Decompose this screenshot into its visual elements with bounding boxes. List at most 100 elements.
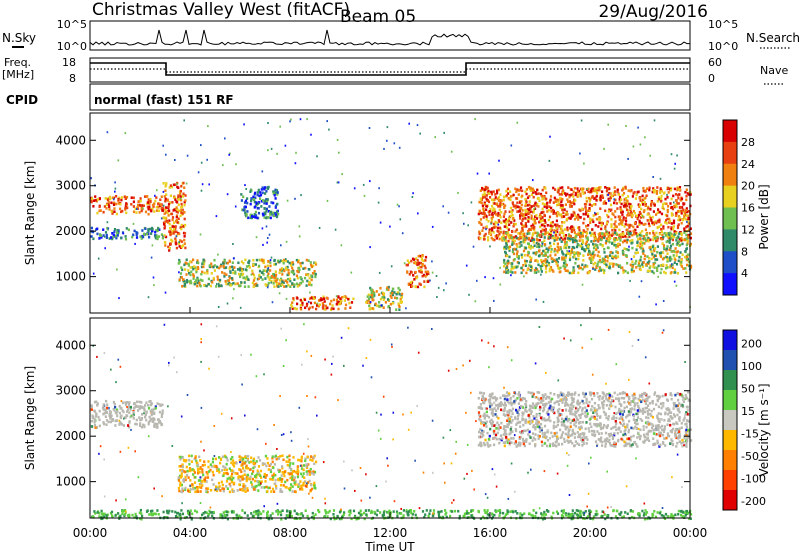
- heatmap-cell: [114, 187, 117, 190]
- heatmap-cell: [332, 515, 336, 519]
- heatmap-cell: [532, 189, 535, 193]
- heatmap-cell: [498, 237, 501, 241]
- heatmap-cell: [618, 198, 621, 201]
- heatmap-cell: [609, 192, 612, 195]
- heatmap-cell: [400, 294, 403, 298]
- heatmap-cell: [502, 234, 505, 237]
- heatmap-cell: [605, 237, 608, 240]
- heatmap-cell: [108, 208, 111, 211]
- heatmap-cell: [276, 191, 279, 194]
- heatmap-cell: [642, 235, 646, 238]
- heatmap-cell: [573, 246, 576, 250]
- heatmap-cell: [246, 210, 249, 213]
- heatmap-cell: [626, 195, 630, 198]
- heatmap-cell: [171, 201, 174, 204]
- heatmap-cell: [627, 212, 630, 215]
- heatmap-cell: [639, 196, 642, 200]
- heatmap-cell: [623, 225, 626, 228]
- heatmap-cell: [269, 213, 272, 216]
- heatmap-cell: [407, 513, 410, 517]
- heatmap-cell: [243, 511, 246, 515]
- heatmap-cell: [234, 282, 237, 286]
- heatmap-cell: [270, 477, 273, 481]
- heatmap-cell: [684, 255, 687, 259]
- heatmap-cell: [184, 261, 187, 265]
- heatmap-cell: [237, 477, 240, 481]
- heatmap-cell: [557, 266, 560, 270]
- heatmap-cell: [335, 302, 338, 306]
- heatmap-cell: [255, 460, 258, 463]
- heatmap-cell: [530, 205, 533, 208]
- heatmap-cell: [200, 144, 202, 147]
- heatmap-cell: [171, 229, 174, 233]
- heatmap-cell: [178, 512, 182, 516]
- heatmap-cell: [514, 187, 517, 191]
- heatmap-cell: [553, 231, 555, 234]
- heatmap-cell: [620, 211, 623, 214]
- heatmap-cell: [673, 268, 677, 271]
- heatmap-cell: [371, 296, 374, 300]
- heatmap-cell: [686, 238, 689, 242]
- heatmap-cell: [561, 221, 564, 224]
- heatmap-cell: [518, 245, 521, 249]
- heatmap-cell: [576, 233, 580, 236]
- heatmap-cell: [619, 215, 622, 219]
- heatmap-cell: [174, 159, 176, 161]
- heatmap-cell: [593, 197, 596, 200]
- heatmap-cell: [139, 405, 142, 408]
- heatmap-cell: [202, 265, 205, 269]
- heatmap-cell: [678, 232, 681, 235]
- heatmap-cell: [520, 200, 523, 203]
- heatmap-cell: [408, 122, 410, 125]
- heatmap-cell: [615, 246, 618, 249]
- heatmap-cell: [551, 260, 554, 263]
- heatmap-cell: [648, 188, 651, 192]
- heatmap-cell: [98, 409, 101, 413]
- heatmap-cell: [113, 210, 116, 213]
- heatmap-cell: [670, 250, 673, 253]
- heatmap-cell: [192, 487, 195, 491]
- heatmap-cell: [553, 239, 556, 242]
- heatmap-cell: [477, 510, 480, 514]
- heatmap-cell: [519, 240, 522, 244]
- heatmap-cell: [246, 489, 249, 492]
- heatmap-cell: [671, 263, 673, 266]
- heatmap-cell: [246, 197, 249, 200]
- heatmap-cell: [676, 241, 679, 245]
- heatmap-cell: [238, 483, 241, 486]
- heatmap-cell: [220, 469, 223, 472]
- heatmap-cell: [291, 475, 294, 478]
- heatmap-cell: [265, 225, 268, 228]
- heatmap-cell: [579, 152, 581, 155]
- heatmap-cell: [573, 255, 576, 258]
- heatmap-cell: [549, 198, 552, 202]
- heatmap-cell: [310, 471, 314, 475]
- heatmap-cell: [208, 264, 211, 267]
- heatmap-cell: [92, 415, 95, 419]
- heatmap-cell: [634, 197, 637, 200]
- heatmap-cell: [197, 469, 200, 472]
- heatmap-cell: [536, 235, 539, 238]
- heatmap-cell: [312, 473, 315, 476]
- heatmap-cell: [243, 477, 246, 481]
- heatmap-cell: [520, 244, 523, 247]
- heatmap-cell: [174, 227, 177, 230]
- heatmap-cell: [635, 232, 638, 235]
- heatmap-cell: [487, 220, 490, 223]
- heatmap-cell: [146, 195, 149, 198]
- heatmap-cell: [297, 259, 300, 262]
- heatmap-cell: [532, 232, 535, 235]
- heatmap-cell: [672, 221, 676, 225]
- heatmap-cell: [194, 490, 197, 494]
- heatmap-cell: [254, 485, 257, 489]
- heatmap-cell: [467, 512, 470, 515]
- heatmap-cell: [259, 469, 263, 473]
- heatmap-cell: [637, 237, 640, 241]
- heatmap-cell: [594, 212, 597, 216]
- power-heatmap-cells: [90, 118, 693, 311]
- heatmap-cell: [98, 424, 101, 428]
- heatmap-cell: [166, 511, 169, 514]
- heatmap-cell: [310, 487, 314, 491]
- heatmap-cell: [286, 478, 289, 482]
- heatmap-cell: [678, 186, 682, 189]
